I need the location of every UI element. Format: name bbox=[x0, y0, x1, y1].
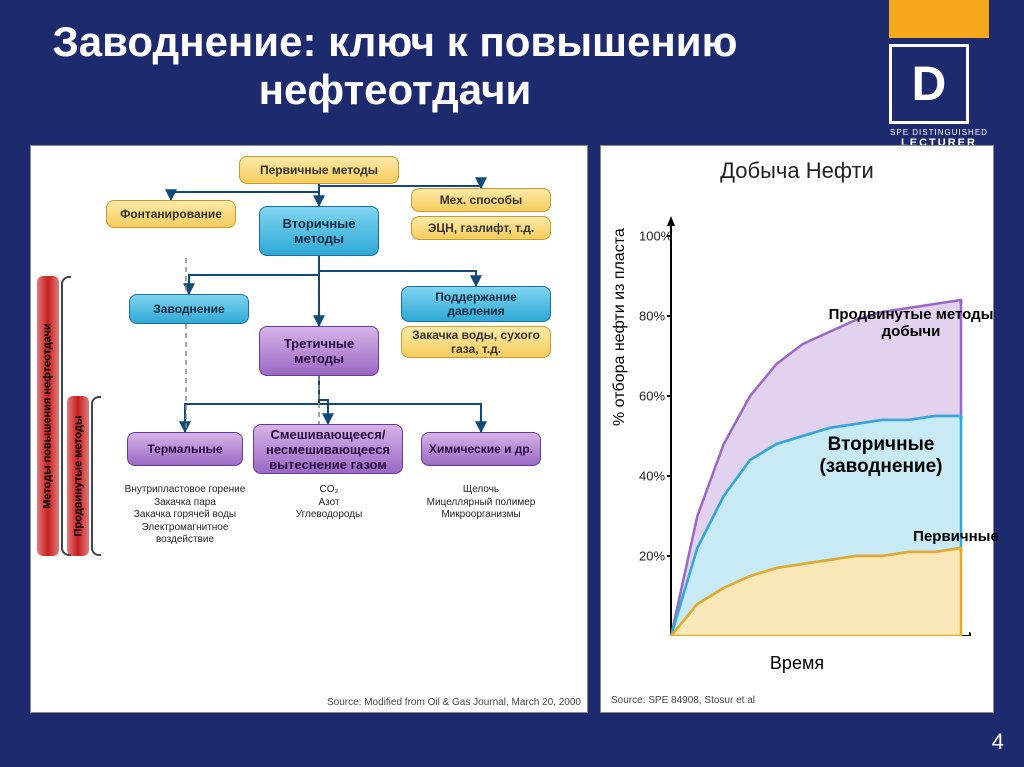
ytick-80: 80% bbox=[639, 309, 665, 324]
ytick-100: 100% bbox=[639, 229, 672, 244]
node-inject: Закачка воды, сухого газа, т.д. bbox=[401, 326, 551, 358]
slide-title: Заводнение: ключ к повышению нефтеотдачи bbox=[0, 0, 790, 115]
sublabel-thermal_sub: Внутрипластовое горениеЗакачка параЗакач… bbox=[115, 484, 255, 547]
sidebar-eor-methods: Методы повышения нефтеотдачи bbox=[37, 276, 59, 556]
node-pressure: Поддержание давления bbox=[401, 286, 551, 322]
chart-panel: Добыча Нефти % отбора нефти из пласта 20… bbox=[600, 145, 994, 713]
logo-letter: D bbox=[889, 44, 969, 124]
series-label-2: Первичные bbox=[871, 528, 1024, 545]
series-label-0: Продвинутые методы добычи bbox=[826, 306, 996, 340]
page-number: 4 bbox=[992, 729, 1004, 755]
node-chemical: Химические и др. bbox=[421, 432, 541, 466]
brace-advanced bbox=[91, 396, 101, 556]
node-primary: Первичные методы bbox=[239, 156, 399, 184]
chart-source: Source: SPE 84908, Stosur et al bbox=[611, 695, 755, 706]
ytick-60: 60% bbox=[639, 389, 665, 404]
node-secondary: Вторичные методы bbox=[259, 206, 379, 256]
brace-eor bbox=[61, 276, 71, 556]
chart-title: Добыча Нефти bbox=[601, 146, 993, 184]
ytick-20: 20% bbox=[639, 549, 665, 564]
node-fountain: Фонтанирование bbox=[106, 200, 236, 228]
node-tertiary: Третичные методы bbox=[259, 326, 379, 376]
series-label-1: Вторичные (заводнение) bbox=[796, 434, 966, 478]
ytick-40: 40% bbox=[639, 469, 665, 484]
flowchart-source: Source: Modified from Oil & Gas Journal,… bbox=[327, 697, 581, 708]
node-gas: Смешивающееся/ несмешивающееся вытеснени… bbox=[253, 424, 403, 474]
logo-bar bbox=[889, 0, 989, 38]
sublabel-gas_sub: CO₂АзотУглеводороды bbox=[259, 484, 399, 522]
chart-x-label: Время bbox=[601, 653, 993, 674]
recovery-chart bbox=[661, 206, 971, 636]
logo: D SPE DISTINGUISHED LECTURER bbox=[889, 0, 989, 149]
sublabel-chem_sub: ЩелочьМицеллярный полимерМикроорганизмы bbox=[411, 484, 551, 522]
node-thermal: Термальные bbox=[127, 432, 243, 466]
node-waterflood: Заводнение bbox=[129, 294, 249, 324]
chart-y-label: % отбора нефти из пласта bbox=[611, 228, 629, 426]
logo-line1: SPE DISTINGUISHED bbox=[889, 128, 989, 137]
flowchart-panel: Методы повышения нефтеотдачи Продвинутые… bbox=[30, 145, 588, 713]
node-esp: ЭЦН, газлифт, т.д. bbox=[411, 216, 551, 240]
node-mech: Мех. способы bbox=[411, 188, 551, 212]
